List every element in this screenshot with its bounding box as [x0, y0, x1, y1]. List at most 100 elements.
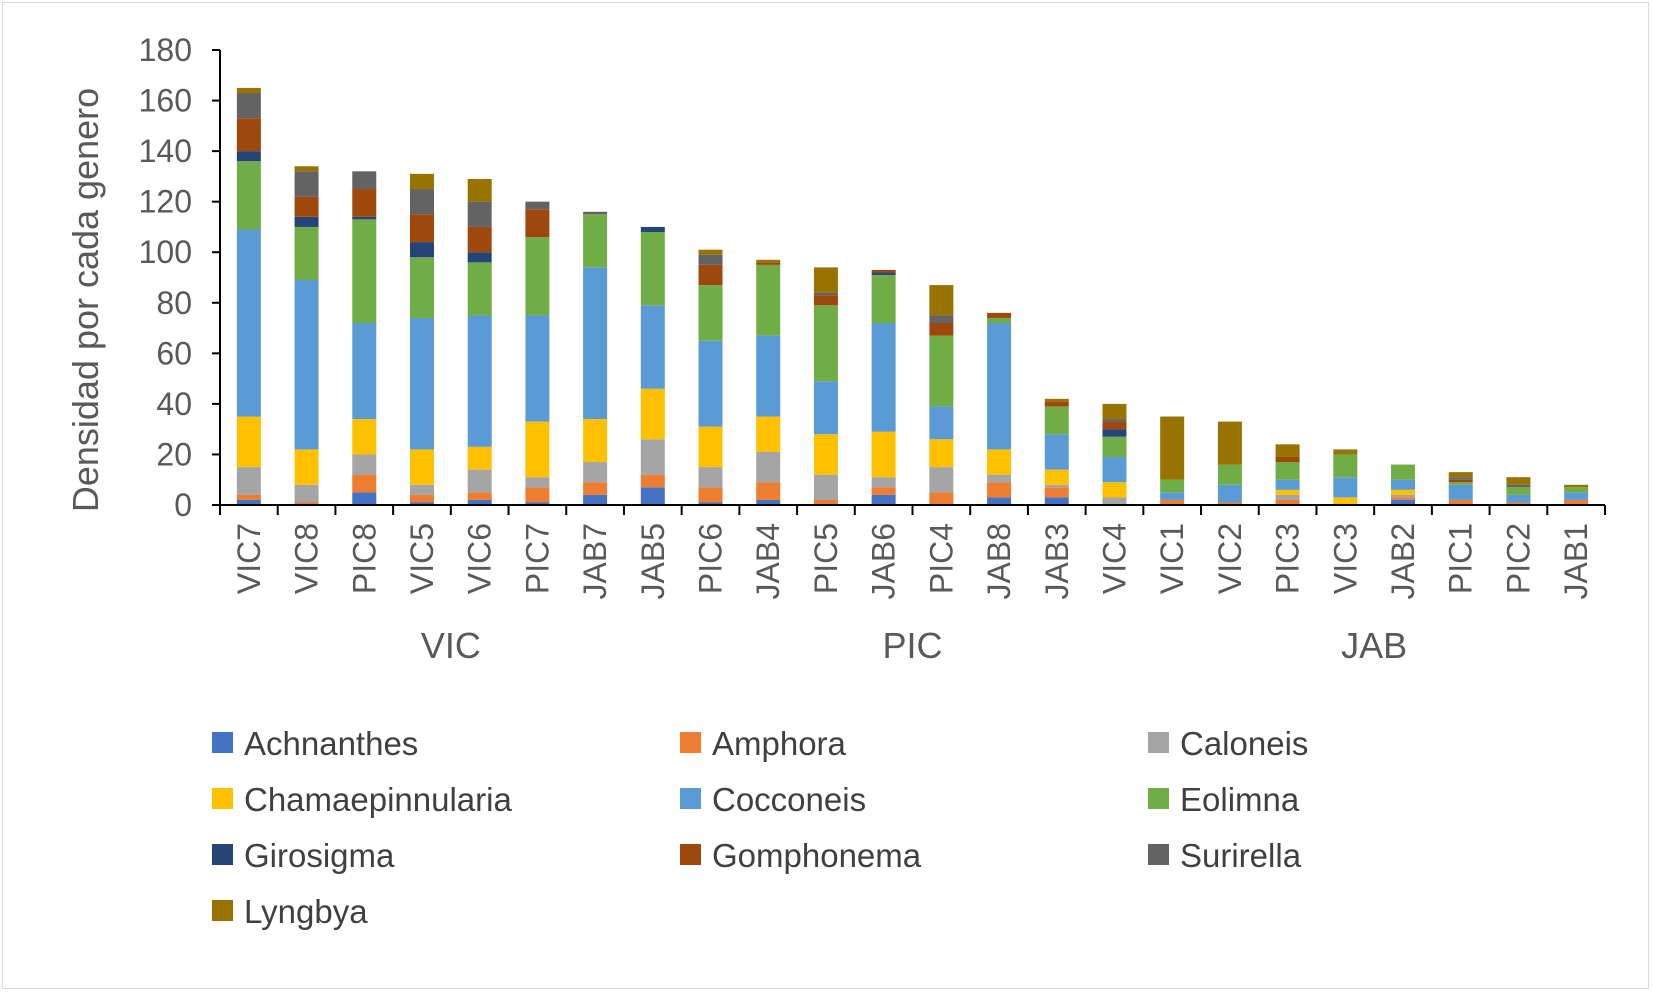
y-tick-label: 60: [156, 335, 192, 371]
bar-segment-surirella-vic8: [294, 171, 319, 197]
bar-segment-amphora-vic2: [1217, 502, 1242, 505]
bar-segment-caloneis-vic8: [294, 484, 319, 503]
bar-segment-eolimna-jab1: [1564, 487, 1589, 493]
bar-segment-surirella-pic1: [1448, 477, 1473, 480]
bar-segment-eolimna-vic2: [1217, 464, 1242, 485]
bar-segment-cocconeis-pic7: [525, 315, 550, 422]
y-axis: 0 20 40 60 80 100 120 140 160 180: [139, 32, 221, 523]
bar-segment-cocconeis-pic5: [813, 381, 838, 435]
y-tick-label: 40: [156, 386, 192, 422]
bar-segment-amphora-jab6: [871, 487, 896, 495]
bar-segment-surirella-pic5: [813, 292, 838, 296]
bar-segment-eolimna-vic1: [1160, 479, 1185, 493]
y-tick-label: 20: [156, 436, 192, 472]
legend-label: Girosigma: [244, 837, 395, 874]
bar-segment-girosigma-jab6: [871, 272, 896, 275]
bar-segment-gomphonema-pic5: [813, 295, 838, 306]
bar-segment-gomphonema-jab6: [871, 269, 896, 273]
bar-segment-lyngbya-vic8: [294, 166, 319, 172]
bar-segment-caloneis-vic6: [467, 469, 492, 493]
x-category-label: VIC7: [231, 523, 267, 594]
bar-segment-caloneis-vic4: [1102, 497, 1127, 505]
bar-segment-caloneis-pic4: [929, 467, 954, 493]
bar-segment-cocconeis-jab1: [1564, 492, 1589, 500]
x-category-label: PIC4: [923, 523, 959, 594]
bar-segment-gomphonema-pic3: [1275, 456, 1300, 463]
bar-segment-gomphonema-vic5: [409, 214, 434, 243]
legend-swatch: [680, 788, 701, 809]
bar-segment-achnanthes-pic8: [352, 492, 377, 505]
bar-segment-cocconeis-jab6: [871, 323, 896, 432]
bar-segment-eolimna-pic7: [525, 237, 550, 316]
bar-segment-lyngbya-vic7: [236, 87, 261, 93]
bar-segment-gomphonema-pic1: [1448, 479, 1473, 483]
bar-segment-cocconeis-jab7: [583, 267, 608, 420]
y-tick-label: 120: [139, 184, 192, 220]
bar-segment-lyngbya-jab1: [1564, 484, 1589, 488]
bar-segment-amphora-jab8: [987, 482, 1012, 498]
bar-segment-caloneis-jab7: [583, 462, 608, 483]
bar-segment-chamaepinnularia-vic6: [467, 446, 492, 470]
bar-segment-achnanthes-vic5: [409, 502, 434, 505]
legend-label: Eolimna: [1180, 781, 1300, 818]
bar-segment-chamaepinnularia-vic8: [294, 449, 319, 485]
x-category-label: JAB4: [750, 523, 786, 599]
bar-segment-lyngbya-vic1: [1160, 416, 1185, 480]
bar-segment-cocconeis-vic6: [467, 315, 492, 447]
x-category-label: PIC6: [693, 523, 729, 594]
legend-label: Caloneis: [1180, 725, 1308, 762]
x-category-label: VIC4: [1096, 523, 1132, 594]
bar-segment-girosigma-vic5: [409, 242, 434, 258]
legend-item-chamaepinnularia: Chamaepinnularia: [212, 781, 512, 818]
bar-segment-girosigma-vic7: [236, 151, 261, 162]
legend-swatch: [212, 788, 233, 809]
bar-segment-chamaepinnularia-pic7: [525, 421, 550, 478]
bar-segment-lyngbya-jab3: [1044, 398, 1069, 402]
x-category-label: VIC1: [1154, 523, 1190, 594]
bar-segment-chamaepinnularia-vic5: [409, 449, 434, 485]
bar-segment-caloneis-vic7: [236, 467, 261, 495]
bar-segment-lyngbya-vic4: [1102, 403, 1127, 420]
bar-segment-surirella-pic8: [352, 171, 377, 190]
bar-segment-cocconeis-vic8: [294, 280, 319, 450]
bar-segment-girosigma-vic8: [294, 216, 319, 227]
bar-segment-lyngbya-pic4: [929, 285, 954, 316]
y-tick-label: 0: [174, 487, 192, 523]
bar-segment-achnanthes-pic6: [698, 502, 723, 505]
bar-segment-caloneis-pic3: [1275, 494, 1300, 500]
bar-segment-lyngbya-vic5: [409, 173, 434, 190]
bar-segment-caloneis-jab6: [871, 477, 896, 488]
bar-segment-chamaepinnularia-pic5: [813, 434, 838, 475]
bar-segment-eolimna-jab8: [987, 317, 1012, 323]
bar-segment-eolimna-jab5: [640, 232, 665, 306]
legend-item-surirella: Surirella: [1148, 837, 1302, 874]
bar-segment-amphora-pic7: [525, 487, 550, 503]
bar-segment-cocconeis-vic1: [1160, 492, 1185, 500]
x-category-label: JAB6: [866, 523, 902, 599]
bar-segment-lyngbya-pic3: [1275, 444, 1300, 457]
legend-item-achnanthes: Achnanthes: [212, 725, 418, 762]
x-category-label: PIC8: [346, 523, 382, 594]
bar-segment-eolimna-vic4: [1102, 436, 1127, 457]
legend-item-gomphonema: Gomphonema: [680, 837, 922, 874]
bar-segment-cocconeis-jab2: [1391, 479, 1416, 490]
bar-segment-girosigma-pic8: [352, 216, 377, 220]
legend-swatch: [1148, 844, 1169, 865]
bar-segment-lyngbya-jab4: [756, 259, 781, 263]
legend-item-caloneis: Caloneis: [1148, 725, 1308, 762]
x-category-label: PIC5: [808, 523, 844, 594]
bar-segment-gomphonema-pic8: [352, 189, 377, 217]
x-category-label: JAB5: [635, 523, 671, 599]
bar-segment-chamaepinnularia-pic3: [1275, 489, 1300, 495]
bar-segment-caloneis-jab3: [1044, 484, 1069, 488]
legend-label: Lyngbya: [244, 893, 368, 930]
x-category-label: VIC3: [1327, 523, 1363, 594]
bar-segment-cocconeis-pic3: [1275, 479, 1300, 490]
bar-segment-achnanthes-jab7: [583, 494, 608, 505]
bar-segment-chamaepinnularia-jab2: [1391, 489, 1416, 495]
bar-segment-surirella-pic2: [1506, 484, 1531, 488]
bar-segment-cocconeis-pic6: [698, 340, 723, 427]
bar-segment-surirella-jab7: [583, 211, 608, 215]
bar-segment-achnanthes-vic6: [467, 499, 492, 505]
bar-segment-cocconeis-jab3: [1044, 434, 1069, 470]
